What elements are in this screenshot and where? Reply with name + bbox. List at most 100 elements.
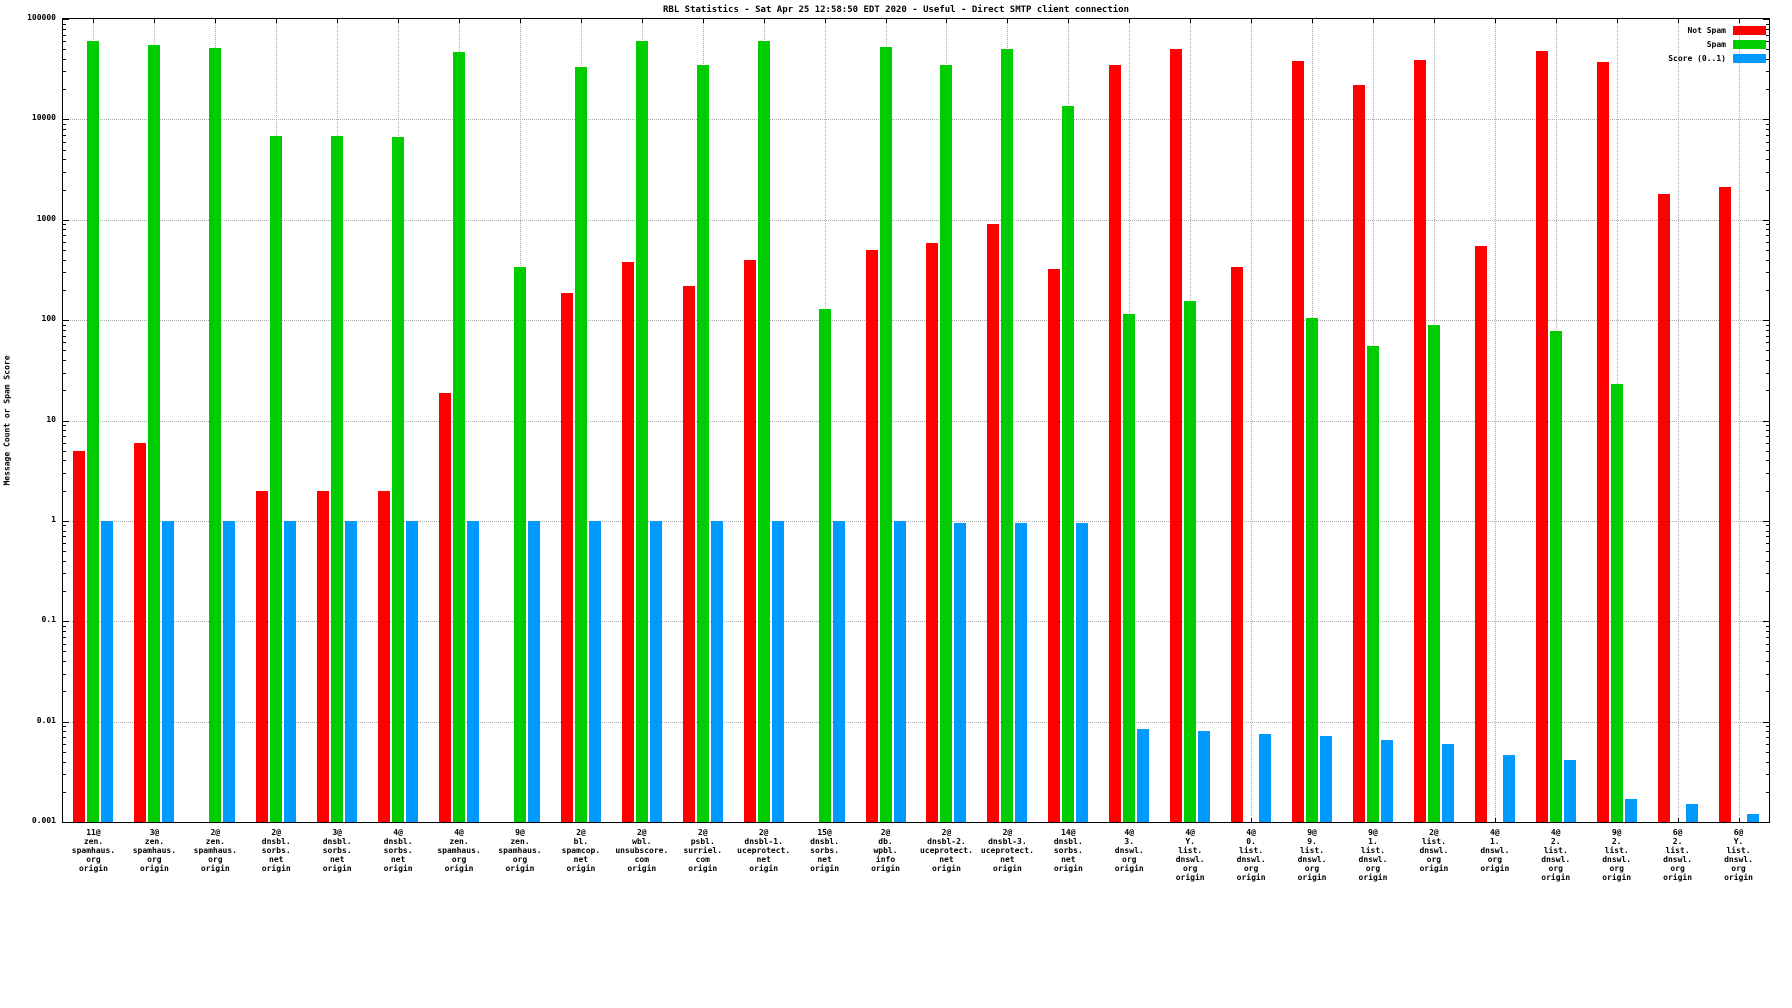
y-minor-tick: [1766, 643, 1769, 645]
bar-score-0-1: [467, 520, 480, 822]
y-minor-tick: [63, 625, 66, 627]
y-minor-tick: [63, 726, 66, 728]
bar-spam: [1062, 106, 1075, 822]
x-tick: [702, 19, 704, 23]
x-tick-label: 9@ 9. list. dnswl. org origin: [1297, 828, 1327, 882]
y-minor-tick: [1766, 551, 1769, 553]
y-major-tick: [1763, 219, 1769, 221]
y-minor-tick: [1766, 350, 1769, 352]
y-minor-tick: [63, 149, 66, 151]
y-major-tick: [63, 721, 69, 723]
y-minor-tick: [1766, 189, 1769, 191]
bar-not-spam: [73, 450, 86, 822]
bar-score-0-1: [1502, 755, 1515, 822]
y-major-tick: [63, 822, 69, 823]
x-tick-label: 2@ zen. spamhaus. org origin: [193, 828, 237, 873]
bar-spam: [696, 64, 709, 822]
y-minor-tick: [1766, 460, 1769, 462]
x-tick: [1007, 19, 1009, 23]
y-minor-tick: [1766, 743, 1769, 745]
x-tick: [641, 19, 643, 23]
y-major-tick: [63, 119, 69, 121]
y-minor-tick: [1766, 625, 1769, 627]
y-minor-tick: [1766, 342, 1769, 344]
x-gridline: [1251, 19, 1253, 822]
bar-not-spam: [1535, 50, 1548, 822]
x-tick: [1555, 19, 1557, 23]
y-minor-tick: [1766, 324, 1769, 326]
bar-not-spam: [1170, 49, 1183, 822]
y-minor-tick: [1766, 425, 1769, 427]
bar-not-spam: [1596, 62, 1609, 822]
y-minor-tick: [1766, 726, 1769, 728]
x-tick: [1372, 19, 1374, 23]
bar-score-0-1: [1380, 740, 1393, 822]
x-tick-label: 2@ dnsbl. sorbs. net origin: [261, 828, 291, 873]
x-tick-label: 4@ 2. list. dnswl. org origin: [1541, 828, 1571, 882]
y-major-tick: [1763, 822, 1769, 823]
y-minor-tick: [63, 551, 66, 553]
x-tick-label: 9@ 1. list. dnswl. org origin: [1358, 828, 1388, 882]
y-minor-tick: [1766, 573, 1769, 575]
x-tick: [459, 19, 461, 23]
y-minor-tick: [1766, 774, 1769, 776]
legend-item: Spam: [1668, 37, 1766, 51]
x-tick: [398, 19, 400, 23]
bar-spam: [513, 266, 526, 822]
bar-not-spam: [560, 293, 573, 822]
bar-not-spam: [621, 261, 634, 822]
y-minor-tick: [63, 49, 66, 51]
x-gridline: [1677, 19, 1679, 822]
bar-score-0-1: [832, 520, 845, 822]
y-minor-tick: [1766, 249, 1769, 251]
y-minor-tick: [1766, 737, 1769, 739]
y-minor-tick: [63, 525, 66, 527]
x-tick-label: 3@ dnsbl. sorbs. net origin: [322, 828, 352, 873]
bar-spam: [392, 136, 405, 822]
x-tick-label: 4@ Y. list. dnswl. org origin: [1175, 828, 1205, 882]
bar-not-spam: [743, 259, 756, 822]
y-minor-tick: [1766, 159, 1769, 161]
x-tick-label: 2@ list. dnswl. org origin: [1419, 828, 1449, 873]
bar-score-0-1: [893, 520, 906, 822]
y-minor-tick: [63, 573, 66, 575]
bar-spam: [1549, 330, 1562, 822]
y-minor-tick: [1766, 490, 1769, 492]
x-tick-label: 2@ dnsbl-3. uceprotect. net origin: [980, 828, 1034, 873]
bar-score-0-1: [1015, 523, 1028, 822]
bar-score-0-1: [162, 520, 175, 822]
x-tick-label: 3@ zen. spamhaus. org origin: [132, 828, 177, 873]
bar-score-0-1: [101, 520, 114, 822]
x-tick-label: 2@ dnsbl-1. uceprotect. net origin: [737, 828, 791, 873]
y-minor-tick: [63, 636, 66, 638]
x-tick: [93, 19, 95, 23]
bar-spam: [940, 64, 953, 822]
x-tick-label: 9@ zen. spamhaus. org origin: [498, 828, 542, 873]
bar-spam: [1001, 49, 1014, 822]
y-minor-tick: [63, 329, 66, 331]
x-tick: [1129, 19, 1131, 23]
x-tick: [1738, 818, 1740, 822]
bar-not-spam: [865, 249, 878, 822]
legend-label: Not Spam: [1687, 25, 1726, 35]
bar-spam: [209, 47, 222, 822]
legend-item: Score (0..1): [1668, 51, 1766, 65]
y-minor-tick: [1766, 289, 1769, 291]
y-gridline: [63, 219, 1769, 221]
bar-not-spam: [1718, 187, 1731, 822]
bar-not-spam: [1109, 64, 1122, 822]
y-minor-tick: [63, 335, 66, 337]
y-minor-tick: [1766, 23, 1769, 25]
bar-spam: [331, 136, 344, 822]
y-gridline: [63, 721, 1769, 723]
x-tick-label: 15@ dnsbl. sorbs. net origin: [810, 828, 840, 873]
y-major-tick: [63, 19, 69, 20]
legend-label: Spam: [1706, 39, 1726, 49]
x-tick-label: 14@ dnsbl. sorbs. net origin: [1053, 828, 1083, 873]
y-major-tick: [1763, 721, 1769, 723]
y-minor-tick: [63, 774, 66, 776]
y-minor-tick: [1766, 329, 1769, 331]
bar-spam: [1306, 317, 1319, 822]
x-tick: [1433, 19, 1435, 23]
x-tick-label: 4@ zen. spamhaus. org origin: [437, 828, 481, 873]
